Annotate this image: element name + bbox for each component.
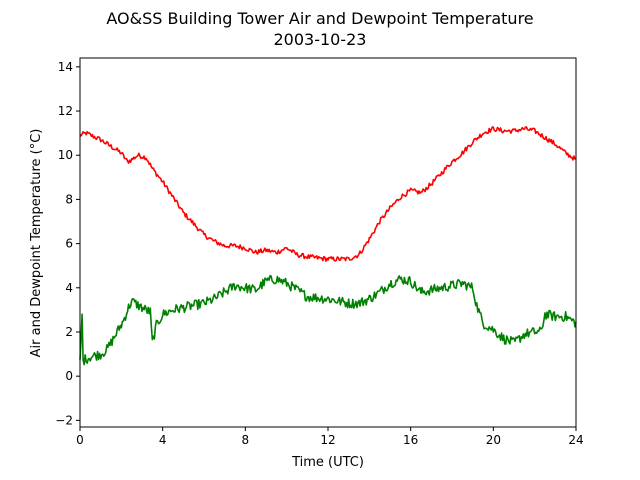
x-axis-label: Time (UTC) [291,455,364,470]
y-tick-label: 8 [65,192,73,206]
x-tick-label: 24 [568,433,583,447]
x-tick-label: 4 [159,433,167,447]
y-axis-label: Air and Dewpoint Temperature (°C) [29,129,44,358]
y-tick-label: 10 [58,148,73,162]
x-tick-label: 8 [242,433,250,447]
y-tick-label: 2 [65,325,73,339]
y-tick-label: 14 [58,60,73,74]
y-tick-label: 4 [65,281,73,295]
series-line-0 [79,126,577,262]
x-tick-label: 20 [486,433,501,447]
y-tick-label: −2 [55,413,73,427]
y-tick-label: 12 [58,104,73,118]
y-tick-label: 6 [65,237,73,251]
chart-subtitle: 2003-10-23 [274,30,367,49]
x-tick-label: 0 [76,433,84,447]
series-line-1 [79,274,577,366]
x-tick-label: 16 [403,433,418,447]
x-tick-label: 12 [320,433,335,447]
axes-frame [79,57,577,428]
y-tick-label: 0 [65,369,73,383]
chart-title: AO&SS Building Tower Air and Dewpoint Te… [106,9,533,28]
